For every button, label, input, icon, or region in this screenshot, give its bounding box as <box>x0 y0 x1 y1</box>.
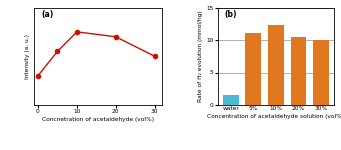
Text: (b): (b) <box>224 10 237 19</box>
Bar <box>268 25 284 105</box>
Bar <box>313 40 329 105</box>
Y-axis label: Rate of H₂ evolution (mmol/hg): Rate of H₂ evolution (mmol/hg) <box>198 10 203 102</box>
Text: (a): (a) <box>42 10 54 19</box>
X-axis label: Concentration of acetaldehyde solution (vol%): Concentration of acetaldehyde solution (… <box>207 114 341 119</box>
X-axis label: Concnetration of acetaldehyde (vol%): Concnetration of acetaldehyde (vol%) <box>42 117 154 122</box>
Bar <box>291 37 306 105</box>
Bar <box>223 95 239 105</box>
Bar <box>246 33 261 105</box>
Y-axis label: Intensity (a. u.): Intensity (a. u.) <box>25 34 30 79</box>
